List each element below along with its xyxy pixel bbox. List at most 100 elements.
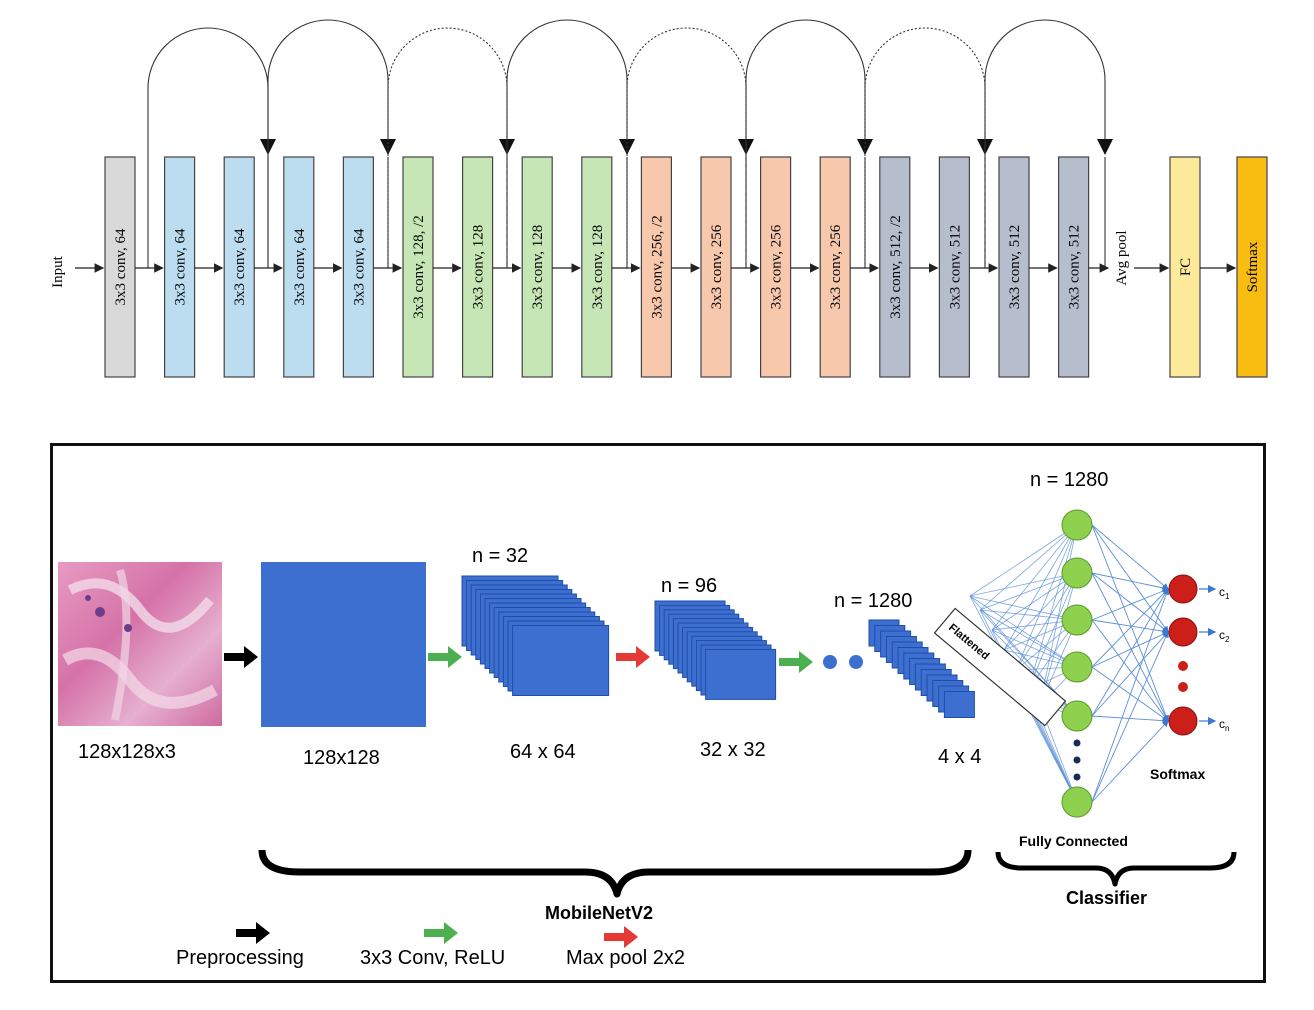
softmax-label: Softmax [1150, 766, 1205, 782]
layer-block [104, 156, 136, 378]
mobilenet-brace [258, 849, 972, 898]
fc-block [1169, 156, 1201, 378]
output-nodes [1168, 574, 1217, 736]
fc-node [1061, 786, 1093, 818]
flatten-edge [979, 609, 1078, 621]
stage4-dim-label: 4 x 4 [938, 746, 981, 768]
avgpool-label: Avg pool [1114, 230, 1130, 285]
fc-edge [1091, 619, 1169, 635]
flatten-edge [1015, 524, 1078, 671]
fc-label: FC [1178, 258, 1194, 276]
conv-arrow [428, 646, 462, 668]
stage1-dim-label: 128x128 [303, 747, 380, 769]
ellipsis-dot [823, 655, 837, 669]
flatten-edge [1039, 572, 1078, 706]
legend-arrow-maxpool [604, 926, 638, 948]
classifier-brace-label: Classifier [1066, 888, 1147, 908]
layer-label: 3x3 conv, 256, /2 [649, 215, 665, 319]
output-node [1168, 617, 1198, 647]
layer-label: 3x3 conv, 64 [351, 228, 367, 305]
layer-label: 3x3 conv, 512 [1007, 225, 1023, 309]
fc-edge [1091, 588, 1169, 621]
layer-label: 3x3 conv, 64 [232, 228, 248, 305]
resnet-diagram: 3x3 conv, 64 3x3 conv, 64 3x3 conv, 64 3x3 … [50, 19, 1268, 378]
fc-ellipsis-dot [1073, 739, 1081, 747]
preprocessing-arrow [224, 646, 258, 668]
stage3-n-label: n = 96 [661, 575, 717, 597]
flatten-edge [1027, 524, 1078, 691]
input-dim-label: 128x128x3 [78, 741, 176, 763]
legend-arrow-preprocessing [236, 922, 270, 944]
layer-label: 3x3 conv, 64 [292, 228, 308, 305]
layer-block [640, 156, 673, 378]
skip-connections [147, 19, 1113, 268]
layer-block [879, 156, 911, 378]
fc-ellipsis-dot [1073, 773, 1081, 781]
input-label: Input [50, 255, 66, 287]
stage4-map [943, 691, 975, 718]
legend-arrow-conv [424, 922, 458, 944]
fc-edge [1091, 572, 1169, 722]
layer-block [342, 156, 374, 378]
layer-block [700, 156, 732, 378]
layer-label: 3x3 conv, 128 [471, 225, 487, 309]
layer-block [462, 156, 494, 378]
fc-edge [1091, 715, 1169, 724]
fc-edge [1091, 619, 1169, 722]
flatten-edge [1027, 572, 1078, 691]
layer-label: 3x3 conv, 128 [530, 225, 546, 309]
flatten-edge [1015, 572, 1078, 671]
output-label-cn: cn [1219, 717, 1229, 733]
stage2-dim-label: 64 x 64 [510, 741, 576, 763]
skip-arrowhead [1097, 139, 1113, 155]
skip-arc [387, 27, 508, 268]
layer-block [164, 156, 196, 378]
fc-edges [969, 524, 1170, 803]
layer-block [998, 156, 1030, 378]
flatten-edge [979, 524, 1078, 611]
skip-arc [745, 19, 866, 268]
layer-label: 3x3 conv, 128, /2 [411, 215, 427, 319]
fc-node [1061, 604, 1093, 636]
flatten-edge [991, 524, 1078, 631]
feature-map-stacks [461, 575, 975, 718]
flatten-edge [979, 572, 1078, 611]
stage1-block [261, 562, 426, 727]
layer-label: 3x3 conv, 128 [590, 225, 606, 309]
fc-edge [1091, 631, 1169, 668]
output-label-c2: c2 [1219, 628, 1230, 644]
fc-n-label: n = 1280 [1030, 469, 1108, 491]
fc-node [1061, 509, 1093, 541]
fc-edge [1091, 588, 1169, 717]
fc-nodes [1061, 509, 1093, 818]
fc-edge [1091, 588, 1169, 668]
fc-edge [1091, 588, 1170, 803]
stage3-dim-label: 32 x 32 [700, 739, 766, 761]
mobilenet-frame [50, 443, 1266, 983]
output-label-c1: c1 [1219, 585, 1230, 601]
layer-label: 3x3 conv, 512 [1067, 225, 1083, 309]
layer-label: 3x3 conv, 64 [113, 228, 129, 305]
flatten-edge [969, 595, 1078, 668]
stage2-map [512, 625, 610, 696]
fc-ellipsis-dot [1073, 756, 1081, 764]
fc-edge [1091, 631, 1169, 717]
skip-arc [267, 19, 389, 268]
output-ellipsis-dot [1178, 661, 1188, 671]
fc-edge [1091, 720, 1169, 803]
legend-label-maxpool: Max pool 2x2 [566, 947, 685, 969]
layer-label: 3x3 conv, 256 [828, 224, 844, 309]
layer-label: 3x3 conv, 512 [947, 225, 963, 309]
layer-label: 3x3 conv, 64 [173, 228, 189, 305]
ellipsis-dot [849, 655, 863, 669]
flatten-edge [991, 572, 1078, 631]
fc-edge [1091, 572, 1169, 633]
skip-arc [864, 27, 986, 268]
fc-edge [1091, 524, 1169, 722]
legend-label-preprocessing: Preprocessing [176, 947, 304, 969]
flatten-edge [1003, 524, 1078, 651]
skip-arc [147, 27, 269, 268]
layer-label: 3x3 conv, 256 [709, 224, 725, 309]
layer-block [223, 156, 255, 378]
